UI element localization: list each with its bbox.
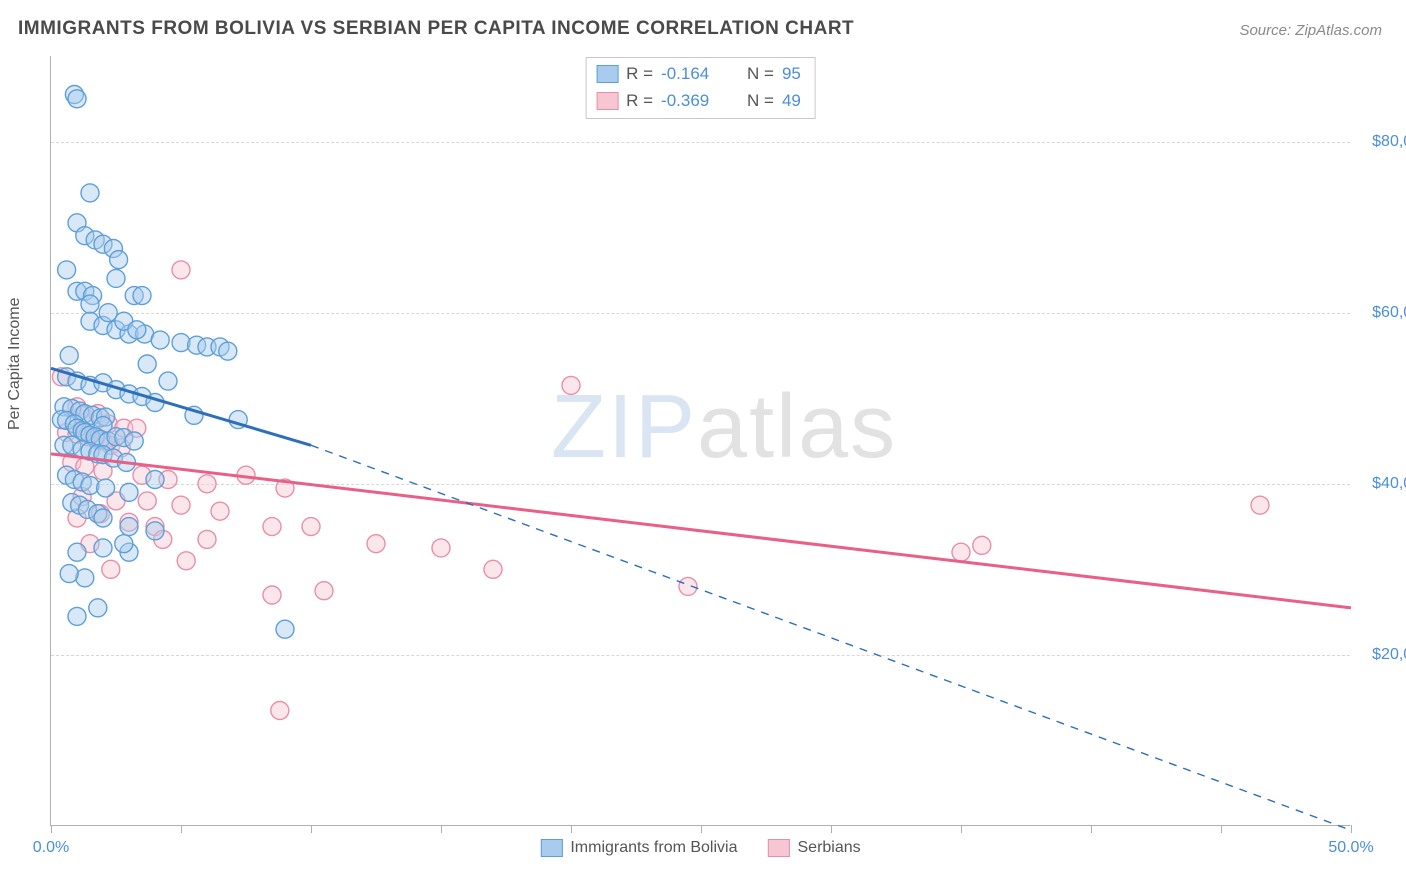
data-point — [276, 620, 294, 638]
swatch-a — [596, 65, 618, 83]
r-value: -0.164 — [661, 60, 721, 87]
legend-label-b: Serbians — [798, 839, 861, 857]
data-point — [198, 530, 216, 548]
legend-label-a: Immigrants from Bolivia — [570, 839, 737, 857]
data-point — [68, 90, 86, 108]
data-point — [60, 346, 78, 364]
data-point — [263, 518, 281, 536]
scatter-layer — [51, 56, 1350, 825]
x-tick — [311, 825, 312, 833]
data-point — [177, 552, 195, 570]
data-point — [1251, 496, 1269, 514]
x-tick — [1091, 825, 1092, 833]
legend-stats-row-b: R = -0.369 N = 49 — [596, 87, 801, 114]
n-label: N = — [747, 87, 774, 114]
data-point — [211, 502, 229, 520]
x-tick — [1221, 825, 1222, 833]
data-point — [120, 483, 138, 501]
x-tick-label: 50.0% — [1328, 839, 1373, 857]
data-point — [952, 543, 970, 561]
x-tick — [181, 825, 182, 833]
data-point — [120, 518, 138, 536]
data-point — [302, 518, 320, 536]
legend-series: Immigrants from Bolivia Serbians — [540, 839, 860, 857]
legend-stats-row-a: R = -0.164 N = 95 — [596, 60, 801, 87]
x-tick — [441, 825, 442, 833]
plot-area: ZIPatlas $20,000$40,000$60,000$80,000 0.… — [50, 56, 1350, 826]
data-point — [68, 607, 86, 625]
data-point — [94, 509, 112, 527]
data-point — [484, 560, 502, 578]
data-point — [97, 479, 115, 497]
data-point — [367, 535, 385, 553]
data-point — [973, 536, 991, 554]
swatch-b — [596, 92, 618, 110]
data-point — [271, 702, 289, 720]
y-tick-label: $80,000 — [1355, 133, 1406, 151]
data-point — [94, 539, 112, 557]
y-tick-label: $40,000 — [1355, 475, 1406, 493]
data-point — [125, 432, 143, 450]
data-point — [89, 599, 107, 617]
data-point — [562, 376, 580, 394]
r-label: R = — [626, 60, 653, 87]
data-point — [172, 496, 190, 514]
x-tick — [961, 825, 962, 833]
data-point — [432, 539, 450, 557]
data-point — [159, 372, 177, 390]
data-point — [110, 251, 128, 269]
data-point — [81, 295, 99, 313]
data-point — [60, 565, 78, 583]
data-point — [146, 471, 164, 489]
x-tick-label: 0.0% — [33, 839, 69, 857]
data-point — [146, 522, 164, 540]
swatch-a — [540, 839, 562, 857]
data-point — [107, 269, 125, 287]
trendline — [51, 454, 1351, 608]
x-tick — [1351, 825, 1352, 833]
legend-item-b: Serbians — [768, 839, 861, 857]
y-tick-label: $20,000 — [1355, 646, 1406, 664]
trendline — [311, 445, 1351, 830]
data-point — [133, 287, 151, 305]
data-point — [128, 321, 146, 339]
y-axis-label: Per Capita Income — [6, 297, 24, 430]
n-label: N = — [747, 60, 774, 87]
r-value: -0.369 — [661, 87, 721, 114]
data-point — [58, 261, 76, 279]
source-label: Source: ZipAtlas.com — [1239, 22, 1382, 39]
data-point — [172, 261, 190, 279]
n-value: 49 — [782, 87, 801, 114]
data-point — [138, 492, 156, 510]
data-point — [151, 331, 169, 349]
x-tick — [571, 825, 572, 833]
data-point — [68, 543, 86, 561]
data-point — [315, 582, 333, 600]
r-label: R = — [626, 87, 653, 114]
data-point — [263, 586, 281, 604]
chart-title: IMMIGRANTS FROM BOLIVIA VS SERBIAN PER C… — [18, 18, 854, 40]
data-point — [102, 560, 120, 578]
data-point — [115, 535, 133, 553]
x-tick — [51, 825, 52, 833]
data-point — [138, 355, 156, 373]
data-point — [198, 475, 216, 493]
data-point — [219, 342, 237, 360]
data-point — [81, 184, 99, 202]
x-tick — [701, 825, 702, 833]
x-tick — [831, 825, 832, 833]
y-tick-label: $60,000 — [1355, 304, 1406, 322]
n-value: 95 — [782, 60, 801, 87]
legend-stats: R = -0.164 N = 95 R = -0.369 N = 49 — [585, 57, 816, 119]
legend-item-a: Immigrants from Bolivia — [540, 839, 737, 857]
swatch-b — [768, 839, 790, 857]
